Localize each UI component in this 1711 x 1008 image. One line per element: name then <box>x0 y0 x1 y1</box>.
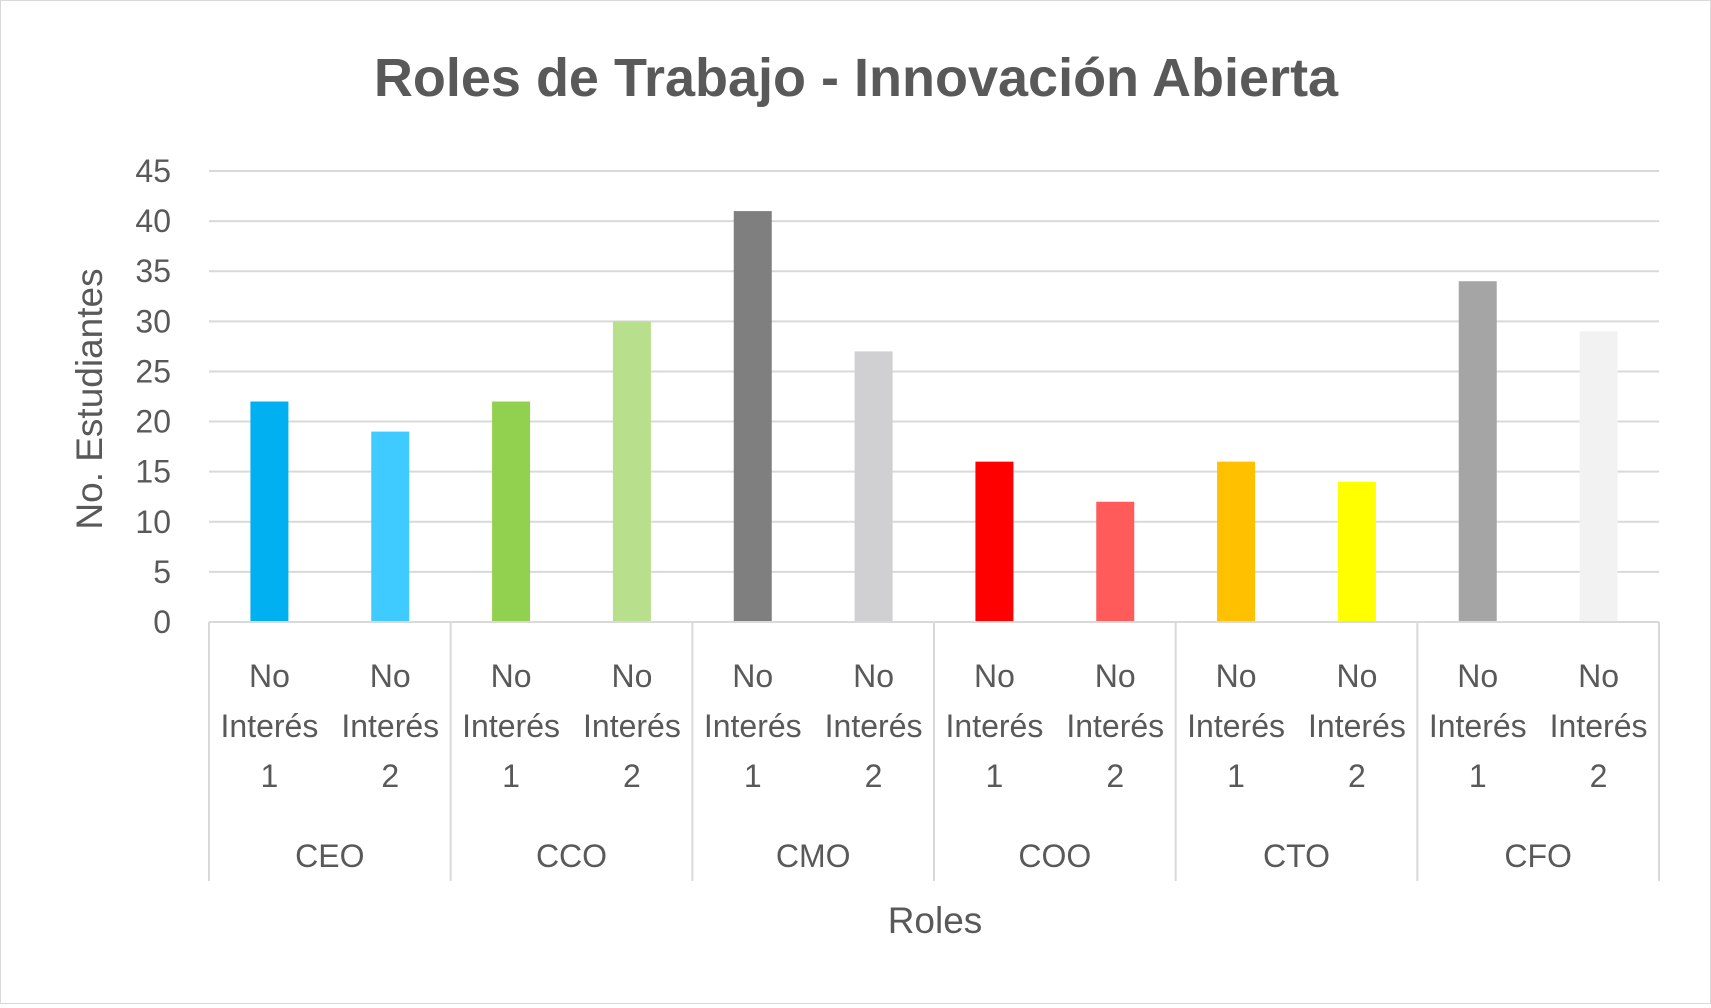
x-axis <box>208 621 1660 881</box>
group-label-cfo: CFO <box>1504 838 1572 874</box>
group-label-cmo: CMO <box>776 838 851 874</box>
x-axis-title: Roles <box>888 900 983 941</box>
bar-cfo-1 <box>1458 281 1497 622</box>
y-axis-title: No. Estudiantes <box>69 268 110 529</box>
y-tick-label: 35 <box>135 253 171 289</box>
x-tick-label: No Interés 2 <box>1066 658 1164 794</box>
bar-coo-2 <box>1096 501 1135 622</box>
x-axis-group-labels: CEO CCO CMO COO CTO CFO <box>295 838 1572 874</box>
x-tick-label: No Interés 1 <box>462 658 560 794</box>
x-tick-label: No Interés 1 <box>221 658 319 794</box>
x-tick-label: No Interés 2 <box>825 658 923 794</box>
bar-cmo-2 <box>854 351 893 622</box>
y-tick-label: 0 <box>153 604 171 640</box>
group-label-coo: COO <box>1018 838 1091 874</box>
y-tick-label: 10 <box>135 504 171 540</box>
bars <box>250 211 1618 623</box>
y-tick-label: 30 <box>135 303 171 339</box>
bar-cfo-2 <box>1579 331 1618 622</box>
x-tick-label: No Interés 1 <box>946 658 1044 794</box>
bar-ceo-1 <box>250 401 289 622</box>
y-tick-label: 5 <box>153 554 171 590</box>
x-tick-label: No Interés 1 <box>1187 658 1285 794</box>
y-tick-label: 15 <box>135 454 171 490</box>
x-tick-label: No Interés 2 <box>341 658 439 794</box>
bar-cco-2 <box>612 321 651 622</box>
y-tick-label: 25 <box>135 353 171 389</box>
bar-coo-1 <box>975 461 1014 622</box>
group-label-cco: CCO <box>536 838 607 874</box>
gridlines <box>209 170 1659 573</box>
group-label-cto: CTO <box>1263 838 1330 874</box>
x-axis-category-labels: No Interés 1No Interés 2No Interés 1No Interés 2… <box>221 658 1648 794</box>
group-label-ceo: CEO <box>295 838 364 874</box>
bar-cto-1 <box>1217 461 1256 622</box>
y-tick-label: 45 <box>135 153 171 189</box>
x-tick-label: No Interés 2 <box>1308 658 1406 794</box>
x-tick-label: No Interés 1 <box>1429 658 1527 794</box>
chart-title: Roles de Trabajo - Innovación Abierta <box>374 48 1339 108</box>
bar-cco-1 <box>492 401 531 622</box>
bar-cmo-1 <box>733 211 772 623</box>
y-tick-label: 40 <box>135 203 171 239</box>
y-tick-label: 20 <box>135 404 171 440</box>
x-tick-label: No Interés 2 <box>583 658 681 794</box>
x-tick-label: No Interés 1 <box>704 658 802 794</box>
x-tick-label: No Interés 2 <box>1550 658 1648 794</box>
bar-cto-2 <box>1337 481 1376 622</box>
bar-ceo-2 <box>371 431 410 622</box>
y-axis-ticks: 0 5 10 15 20 25 30 35 40 45 <box>135 153 171 640</box>
